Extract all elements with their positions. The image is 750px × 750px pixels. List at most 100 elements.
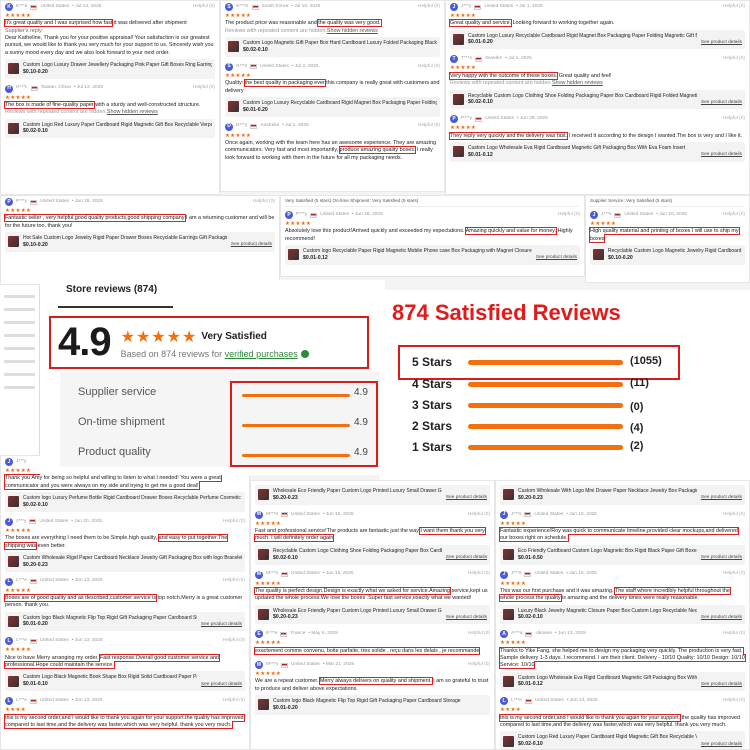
product-card[interactable]: Custom logo Black Magnetic Flip Top Rigi… <box>255 695 490 715</box>
helpful-button[interactable]: Helpful (0) <box>222 697 245 703</box>
see-product-details-link[interactable]: See product details <box>445 555 487 561</box>
product-name[interactable]: Custom Logo Wholesale Eva Rigid Cardboar… <box>468 144 686 151</box>
product-card[interactable]: Luxury Black Jewelry Magnetic Closure Pa… <box>500 604 745 625</box>
product-name[interactable]: Custom Logo Luxury Recyclable Cardboard … <box>468 32 697 39</box>
product-card[interactable]: Wholesale Eco Friendly Paper Custom Logo… <box>255 485 490 505</box>
tab-store-reviews[interactable]: Store reviews (874) <box>66 284 158 295</box>
see-product-details-link[interactable]: See product details <box>700 614 742 620</box>
helpful-button[interactable]: Helpful (0) <box>417 123 440 129</box>
product-name[interactable]: Custom Logo Luxury Recyclable Cardboard … <box>243 99 437 106</box>
product-name[interactable]: Custom Logo Red Luxury Paper Cardboard R… <box>518 734 697 741</box>
helpful-button[interactable]: Helpful (0) <box>467 511 490 517</box>
product-thumbnail[interactable] <box>258 699 269 711</box>
product-thumbnail[interactable] <box>453 146 464 158</box>
helpful-button[interactable]: Helpful (0) <box>192 3 215 9</box>
helpful-button[interactable]: Helpful (0) <box>252 198 275 204</box>
product-card[interactable]: Custom Logo Luxury Recyclable Cardboard … <box>450 29 745 50</box>
product-card[interactable]: Recyclable Custom Logo Clothing Shoe Fol… <box>450 89 745 110</box>
product-card[interactable]: Custom Wholesale Rigid Paper Cardboard N… <box>5 551 245 572</box>
helpful-button[interactable]: Helpful (0) <box>722 631 745 637</box>
product-thumbnail[interactable] <box>258 608 269 620</box>
helpful-button[interactable]: Helpful (0) <box>417 63 440 69</box>
helpful-button[interactable]: Helpful (0) <box>722 511 745 517</box>
helpful-button[interactable]: Helpful (0) <box>222 578 245 584</box>
product-name[interactable]: Custom Logo Black Magnetic Book Shape Bo… <box>23 674 197 681</box>
see-product-details-link[interactable]: See product details <box>700 40 742 46</box>
helpful-button[interactable]: Helpful (0) <box>417 3 440 9</box>
product-name[interactable]: Custom logo Recyclable Paper Rigid Magne… <box>303 248 532 255</box>
product-thumbnail[interactable] <box>8 496 19 508</box>
see-product-details-link[interactable]: See product details <box>445 495 487 501</box>
product-thumbnail[interactable] <box>258 549 269 561</box>
product-thumbnail[interactable] <box>8 123 19 135</box>
product-card[interactable]: Custom Logo Wholesale Eva Rigid Cardboar… <box>450 141 745 162</box>
product-card[interactable]: Custom Logo Luxury Recyclable Cardboard … <box>225 96 440 117</box>
show-hidden-reviews-link[interactable]: Show hidden reviews <box>551 80 603 87</box>
product-card[interactable]: Wholesale Eco Friendly Paper Custom Logo… <box>255 604 490 625</box>
product-card[interactable]: Custom Logo Magnetic Gift Paper Box Hard… <box>225 37 440 57</box>
product-thumbnail[interactable] <box>8 63 19 75</box>
helpful-button[interactable]: Helpful (0) <box>222 518 245 524</box>
verified-purchases-link[interactable]: verified purchases <box>224 348 298 359</box>
product-card[interactable]: Custom logo Luxury Perfume Bottle Rigid … <box>5 492 245 512</box>
product-thumbnail[interactable] <box>8 615 19 627</box>
product-name[interactable]: Wholesale Eco Friendly Paper Custom Logo… <box>273 488 442 494</box>
product-card[interactable]: Hot Sale Custom Logo Jewelry Rigid Paper… <box>5 232 275 252</box>
see-product-details-link[interactable]: See product details <box>200 681 242 687</box>
see-product-details-link[interactable]: See product details <box>700 681 742 687</box>
see-product-details-link[interactable]: See product details <box>700 555 742 561</box>
product-name[interactable]: Custom logo Luxury Perfume Bottle Rigid … <box>23 495 241 502</box>
product-name[interactable]: Custom Wholesale With Logo Mini Drawer P… <box>518 488 697 494</box>
product-name[interactable]: Custom Logo Magnetic Gift Paper Box Hard… <box>243 40 437 47</box>
product-card[interactable]: Custom logo Recyclable Paper Rigid Magne… <box>285 245 580 265</box>
see-product-details-link[interactable]: See product details <box>535 255 577 261</box>
product-thumbnail[interactable] <box>288 249 299 261</box>
product-name[interactable]: Custom Logo Red Luxury Paper Cardboard R… <box>23 121 212 128</box>
product-thumbnail[interactable] <box>503 489 514 501</box>
product-thumbnail[interactable] <box>503 549 514 561</box>
product-card[interactable]: Recyclable Custom Logo Clothing Shoe Fol… <box>255 544 490 565</box>
helpful-button[interactable]: Helpful (0) <box>722 571 745 577</box>
product-card[interactable]: Custom Logo Red Luxury Paper Cardboard R… <box>500 731 745 749</box>
product-name[interactable]: Custom logo Black Magnetic Flip Top Rigi… <box>23 614 197 621</box>
helpful-button[interactable]: Helpful (0) <box>722 698 745 704</box>
product-name[interactable]: Recyclable Custom Logo Clothing Shoe Fol… <box>468 92 697 99</box>
product-card[interactable]: Custom Wholesale With Logo Mini Drawer P… <box>500 485 745 505</box>
product-thumbnail[interactable] <box>8 556 19 568</box>
product-card[interactable]: Custom Logo Wholesale Eva Rigid Cardboar… <box>500 671 745 692</box>
product-card[interactable]: Eco Friendly Cardboard Custom Logo Magne… <box>500 544 745 565</box>
product-name[interactable]: Eco Friendly Cardboard Custom Logo Magne… <box>518 547 697 554</box>
product-card[interactable]: Custom logo Black Magnetic Flip Top Rigi… <box>5 611 245 632</box>
product-name[interactable]: Luxury Black Jewelry Magnetic Closure Pa… <box>518 607 697 614</box>
product-name[interactable]: Wholesale Eco Friendly Paper Custom Logo… <box>273 607 442 614</box>
product-thumbnail[interactable] <box>453 93 464 105</box>
helpful-button[interactable]: Helpful (0) <box>722 3 745 9</box>
helpful-button[interactable]: Helpful (0) <box>722 116 745 122</box>
see-product-details-link[interactable]: See product details <box>445 614 487 620</box>
product-thumbnail[interactable] <box>8 236 19 248</box>
see-product-details-link[interactable]: See product details <box>700 99 742 105</box>
see-product-details-link[interactable]: See product details <box>700 741 742 747</box>
product-card[interactable]: Custom Logo Luxury Drawer Jewellery Pack… <box>5 58 215 79</box>
see-product-details-link[interactable]: See product details <box>230 242 272 248</box>
product-thumbnail[interactable] <box>503 676 514 688</box>
product-name[interactable]: Hot Sale Custom Logo Jewelry Rigid Paper… <box>23 235 227 242</box>
product-thumbnail[interactable] <box>228 101 239 113</box>
helpful-button[interactable]: Helpful (0) <box>467 571 490 577</box>
see-product-details-link[interactable]: See product details <box>200 621 242 627</box>
show-hidden-reviews-link[interactable]: Show hidden reviews <box>326 27 378 34</box>
product-card[interactable]: Custom Logo Red Luxury Paper Cardboard R… <box>5 118 215 139</box>
product-thumbnail[interactable] <box>453 34 464 46</box>
helpful-button[interactable]: Helpful (0) <box>557 211 580 217</box>
helpful-button[interactable]: Helpful (0) <box>467 661 490 667</box>
product-name[interactable]: Recyclable Custom Logo Magnetic Jewelry … <box>608 248 742 255</box>
product-name[interactable]: Custom Wholesale Rigid Paper Cardboard N… <box>23 554 242 561</box>
helpful-button[interactable]: Helpful (0) <box>467 631 490 637</box>
product-name[interactable]: Custom logo Black Magnetic Flip Top Rigi… <box>273 698 461 705</box>
show-hidden-reviews-link[interactable]: Show hidden reviews <box>106 109 158 116</box>
product-name[interactable]: Recyclable Custom Logo Clothing Shoe Fol… <box>273 547 442 554</box>
product-thumbnail[interactable] <box>228 41 239 53</box>
product-thumbnail[interactable] <box>258 489 269 501</box>
helpful-button[interactable]: Helpful (0) <box>722 56 745 62</box>
product-card[interactable]: Custom Logo Black Magnetic Book Shape Bo… <box>5 671 245 692</box>
